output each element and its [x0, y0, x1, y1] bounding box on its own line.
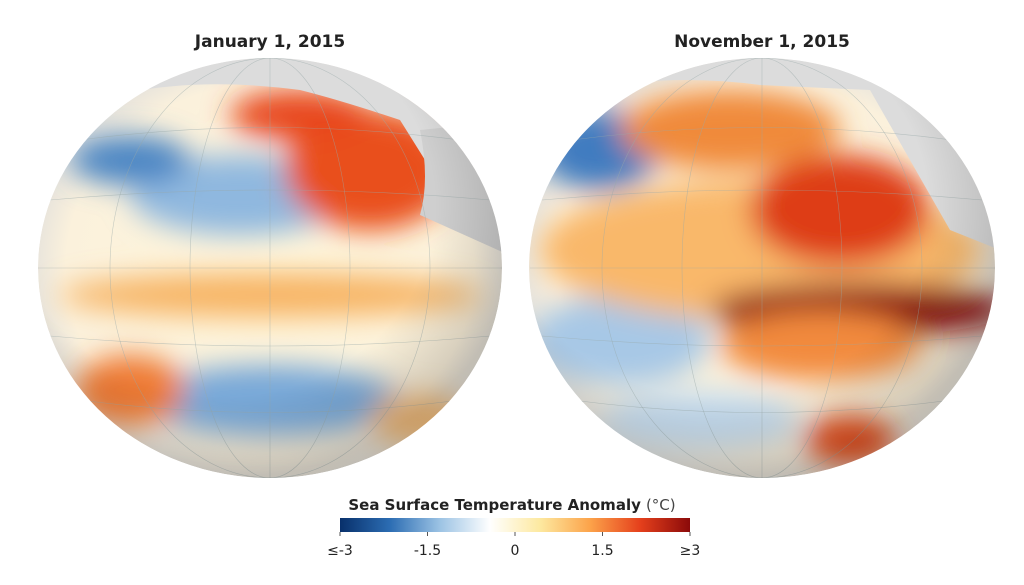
- panel-title: November 1, 2015: [674, 32, 850, 52]
- globe-shade: [38, 58, 502, 478]
- panel-title: January 1, 2015: [194, 32, 345, 52]
- tick-label: 0: [511, 543, 520, 559]
- tick-label: ≥3: [680, 543, 701, 559]
- colorbar-unit: (°C): [646, 496, 676, 514]
- tick-label: ≤-3: [327, 543, 353, 559]
- globe: [38, 58, 502, 478]
- colorbar-ticks: ≤-3 -1.5 0 1.5 ≥3: [327, 532, 700, 559]
- colorbar: [340, 518, 690, 532]
- tick-label: 1.5: [591, 543, 613, 559]
- tick-label: -1.5: [414, 543, 441, 559]
- colorbar-label: Sea Surface Temperature Anomaly: [348, 496, 641, 514]
- globe: [529, 58, 995, 478]
- colorbar-title: Sea Surface Temperature Anomaly (°C): [348, 495, 675, 514]
- globe-shade: [529, 58, 995, 478]
